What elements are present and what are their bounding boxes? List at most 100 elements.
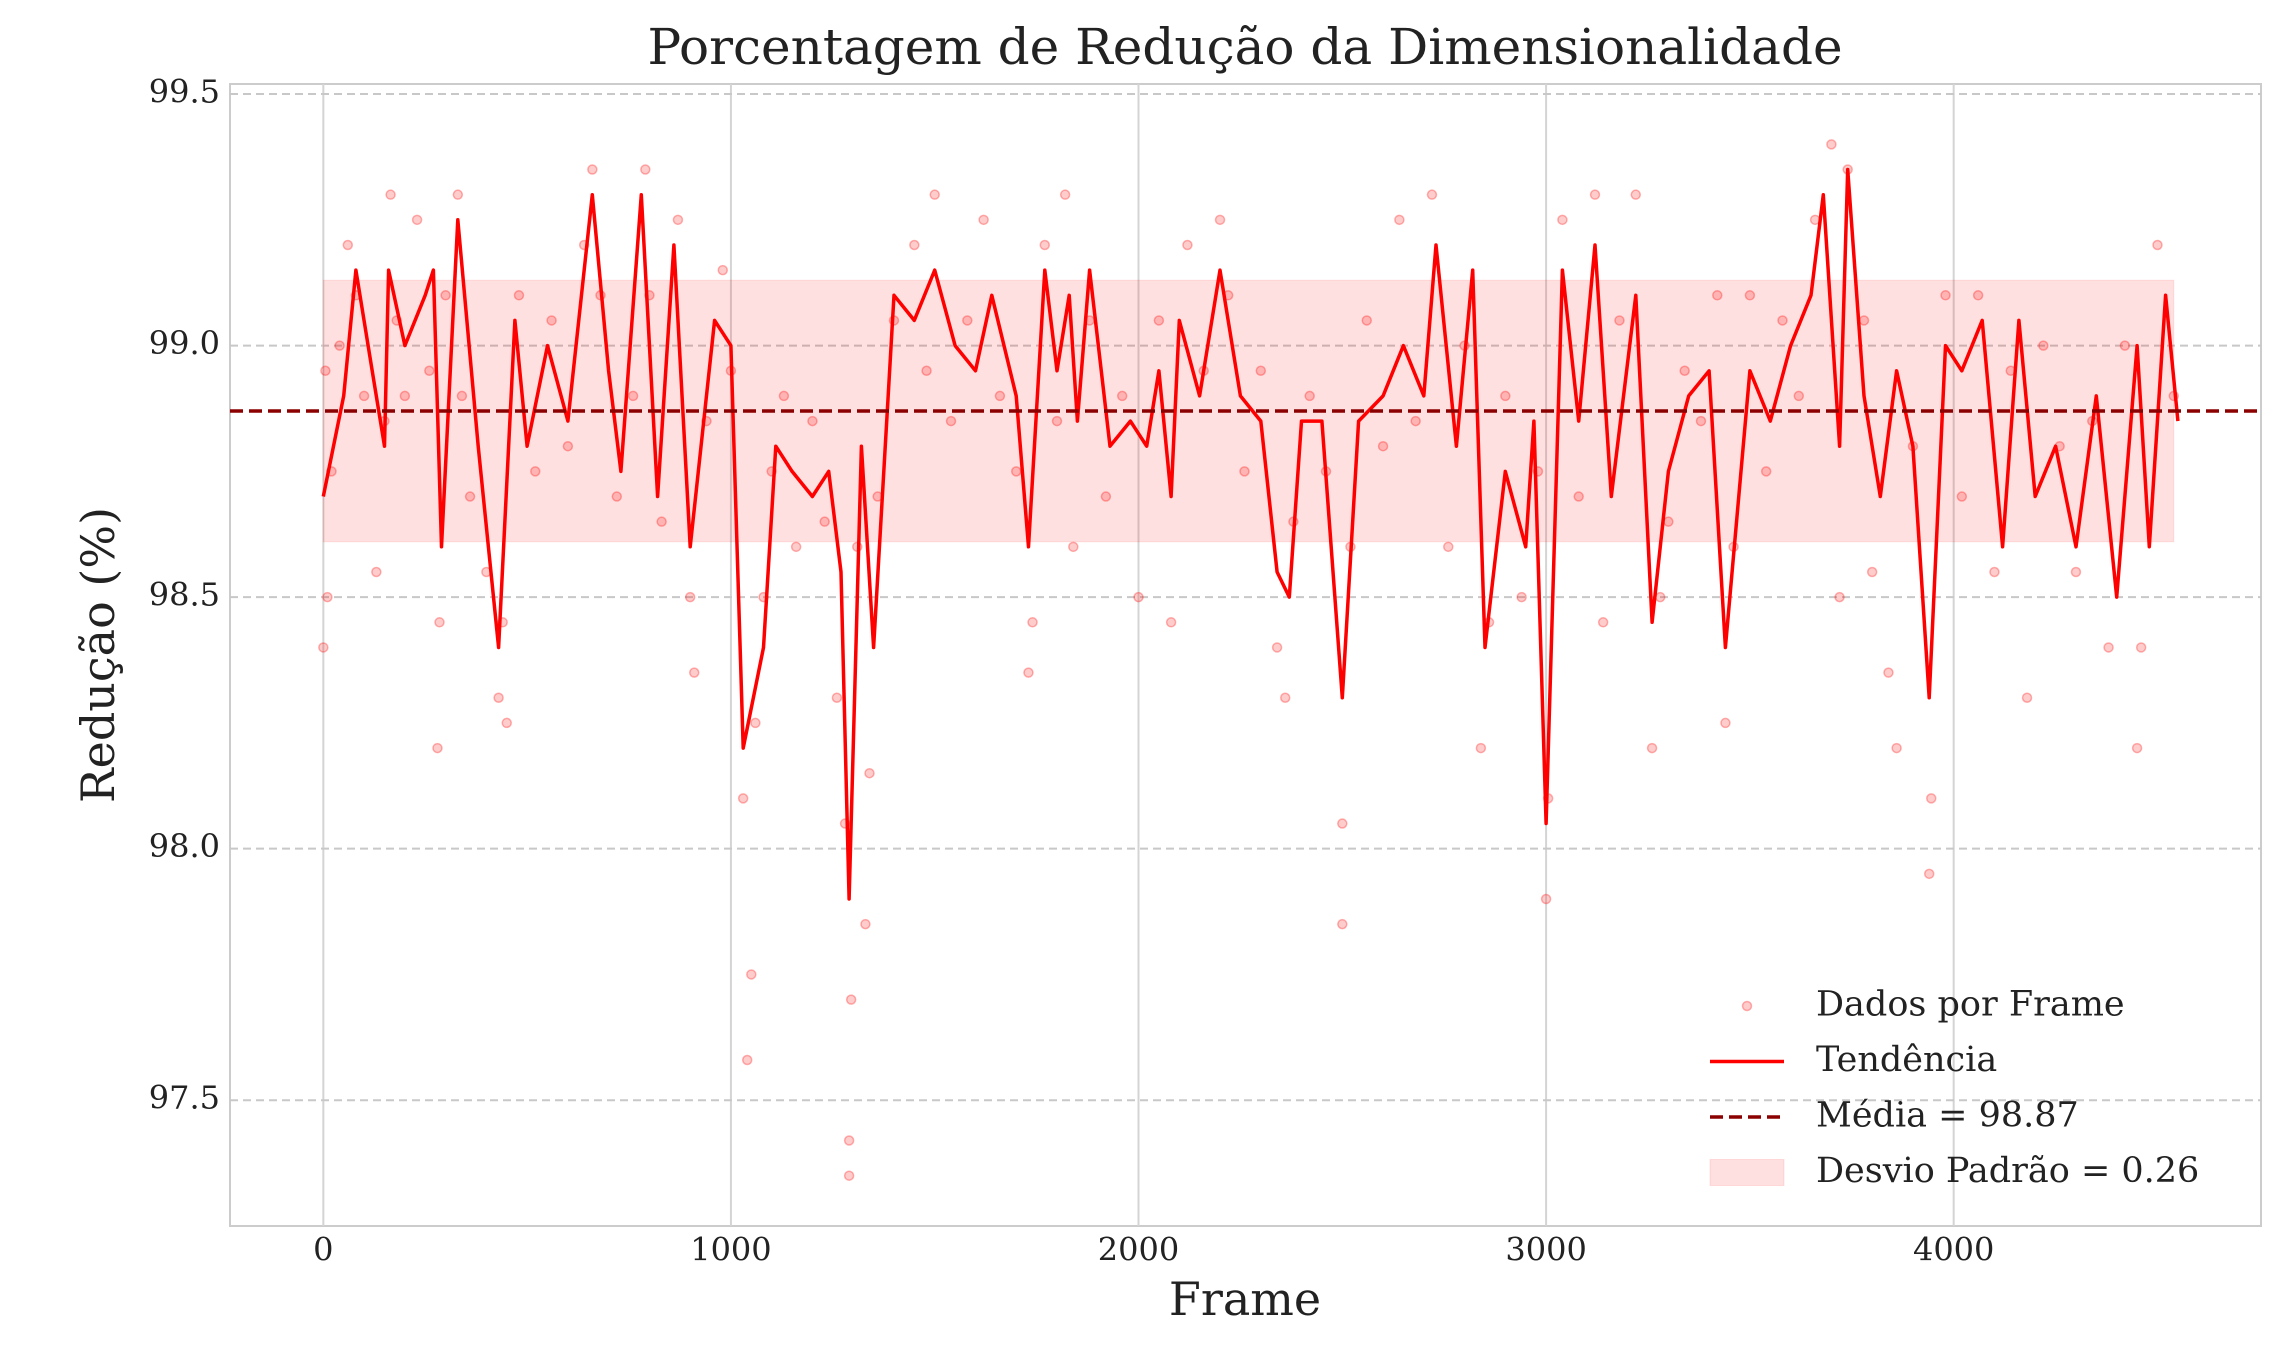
data-point xyxy=(672,214,684,226)
data-point xyxy=(737,793,749,804)
data-point xyxy=(717,264,729,276)
data-point xyxy=(807,415,818,427)
legend-marker xyxy=(1741,1000,1753,1012)
data-point xyxy=(1059,189,1071,200)
data-point xyxy=(790,541,802,553)
data-point xyxy=(1153,315,1165,326)
data-point xyxy=(464,491,476,502)
data-point xyxy=(994,390,1006,402)
data-point xyxy=(1394,214,1405,226)
data-point xyxy=(562,440,574,452)
y-tick-label: 98.5 xyxy=(149,576,220,614)
data-point xyxy=(640,164,651,175)
data-point xyxy=(1039,239,1051,251)
data-point xyxy=(1068,541,1079,553)
x-tick-label: 1000 xyxy=(690,1231,771,1269)
data-point xyxy=(1695,415,1707,427)
data-point xyxy=(456,390,468,402)
x-tick-label: 4000 xyxy=(1913,1231,1994,1269)
plot-area xyxy=(229,83,2262,1227)
data-point xyxy=(909,239,920,251)
data-point xyxy=(1337,918,1348,930)
data-point xyxy=(1182,239,1193,251)
x-axis-label: Frame xyxy=(1169,1272,1321,1326)
data-point xyxy=(978,214,989,226)
data-point xyxy=(320,365,331,377)
data-point xyxy=(1940,290,1951,301)
data-point xyxy=(819,516,830,527)
data-point xyxy=(1926,793,1937,804)
data-point xyxy=(1646,742,1658,754)
data-point xyxy=(1614,315,1625,326)
y-tick-label: 98.0 xyxy=(149,827,220,865)
data-point xyxy=(501,717,513,729)
data-point xyxy=(746,969,757,980)
data-point xyxy=(1777,315,1788,326)
data-point xyxy=(2135,642,2147,653)
data-point xyxy=(1426,189,1438,200)
data-point xyxy=(371,566,382,578)
legend-label: Tendência xyxy=(1816,1040,1997,1080)
data-point xyxy=(1972,290,1984,301)
data-point xyxy=(318,642,329,653)
data-point xyxy=(530,466,541,477)
data-point xyxy=(2131,742,2143,754)
x-tick-label: 3000 xyxy=(1505,1231,1586,1269)
data-point xyxy=(684,591,696,603)
data-point xyxy=(831,692,843,704)
data-point xyxy=(1956,491,1968,502)
data-point xyxy=(334,340,345,351)
data-point xyxy=(845,994,857,1005)
data-point xyxy=(2038,340,2049,351)
data-point xyxy=(342,239,354,251)
data-point xyxy=(1663,516,1674,527)
data-point xyxy=(493,692,504,704)
data-point xyxy=(843,1170,855,1181)
data-point xyxy=(440,290,451,301)
y-tick-label: 97.5 xyxy=(149,1079,220,1117)
data-point xyxy=(627,390,639,402)
data-point xyxy=(1361,315,1373,326)
data-point xyxy=(1500,390,1511,402)
data-point xyxy=(1116,390,1128,402)
data-point xyxy=(1377,440,1389,452)
data-point xyxy=(1443,541,1454,553)
data-point xyxy=(1858,315,1870,326)
data-point xyxy=(1654,591,1666,603)
data-point xyxy=(1834,591,1845,603)
legend-label: Desvio Padrão = 0.26 xyxy=(1816,1151,2199,1191)
data-point xyxy=(611,491,623,502)
data-point xyxy=(2103,642,2114,653)
data-point xyxy=(434,617,445,628)
data-point xyxy=(1923,868,1935,880)
data-point xyxy=(843,1135,855,1146)
data-point xyxy=(358,390,370,402)
data-point xyxy=(452,189,464,200)
data-point xyxy=(750,717,761,729)
data-point xyxy=(688,667,700,678)
data-point xyxy=(1597,617,1609,628)
data-point xyxy=(385,189,396,200)
data-point xyxy=(1239,466,1250,477)
data-point xyxy=(399,390,411,402)
data-point xyxy=(1475,742,1487,754)
data-point xyxy=(1793,390,1805,402)
data-point xyxy=(1100,491,1112,502)
data-point xyxy=(1516,591,1527,603)
data-point xyxy=(1630,189,1642,200)
data-point xyxy=(1866,566,1878,578)
x-tick-label: 0 xyxy=(313,1231,333,1269)
data-point xyxy=(411,214,423,226)
data-point xyxy=(1133,591,1144,603)
data-point xyxy=(1271,642,1283,653)
data-point xyxy=(1410,415,1421,427)
data-point xyxy=(1573,491,1584,502)
data-point xyxy=(1279,692,1291,704)
legend-marker xyxy=(1709,1159,1785,1186)
data-point xyxy=(1557,214,1568,226)
data-point xyxy=(2119,340,2131,351)
legend-label: Dados por Frame xyxy=(1816,985,2125,1025)
data-point xyxy=(929,189,940,200)
